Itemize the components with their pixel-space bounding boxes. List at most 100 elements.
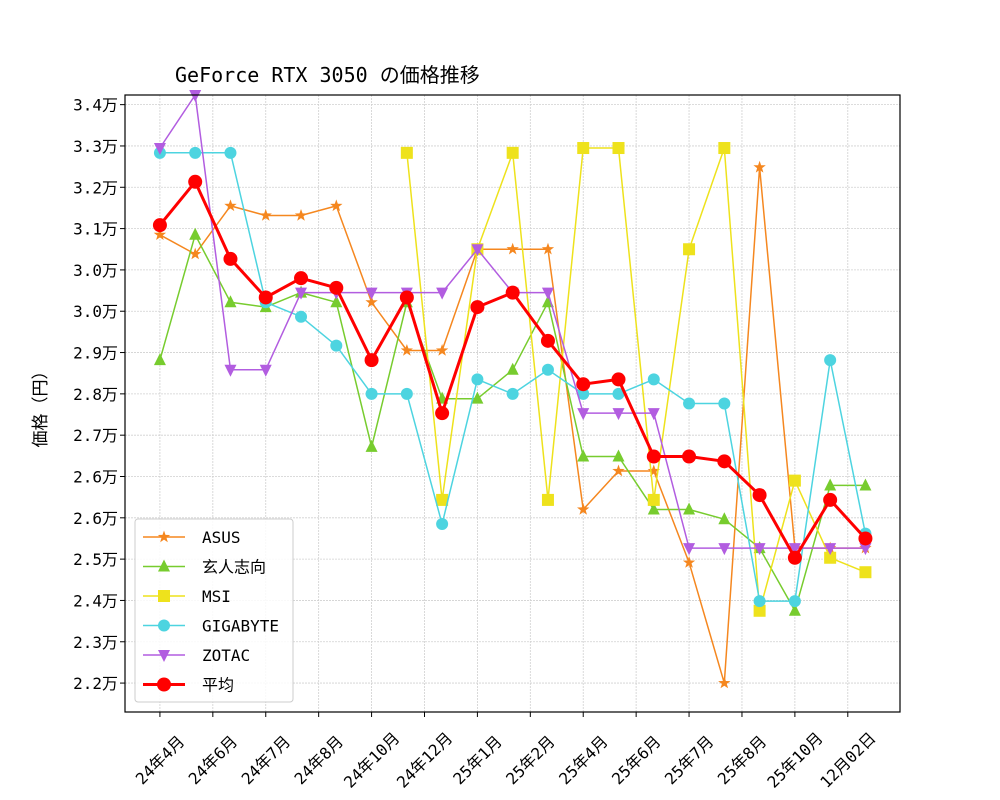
y-tick-label: 2.9万 xyxy=(73,344,118,363)
data-point xyxy=(189,227,202,240)
data-point xyxy=(505,285,520,300)
series-5 xyxy=(152,174,873,565)
data-point xyxy=(436,287,449,300)
data-point xyxy=(399,290,414,305)
data-point xyxy=(683,243,696,256)
data-point xyxy=(540,333,555,348)
data-point xyxy=(400,387,413,400)
data-point xyxy=(718,512,731,525)
legend-label: MSI xyxy=(202,587,231,606)
data-point xyxy=(188,174,203,189)
legend-marker xyxy=(158,650,170,662)
data-point xyxy=(753,595,766,608)
data-point xyxy=(612,142,625,155)
x-tick-label: 25年6月 xyxy=(608,732,665,789)
y-tick-label: 3.0万 xyxy=(73,261,118,280)
data-point xyxy=(788,595,801,608)
series-0 xyxy=(153,160,872,689)
y-tick-label: 2.5万 xyxy=(73,550,118,569)
data-point xyxy=(224,364,237,377)
data-point xyxy=(189,247,202,260)
data-point xyxy=(153,353,166,366)
data-point xyxy=(152,218,167,233)
data-point xyxy=(647,493,660,506)
data-point xyxy=(752,488,767,503)
data-point xyxy=(718,676,731,689)
legend-marker xyxy=(157,530,171,543)
legend-label: GIGABYTE xyxy=(202,617,279,636)
legend-box xyxy=(134,518,294,703)
series-group xyxy=(152,90,873,689)
data-point xyxy=(824,551,837,564)
legend-marker xyxy=(158,619,170,632)
y-tick-label: 3.4万 xyxy=(73,96,118,115)
legend-marker xyxy=(157,677,171,692)
data-point xyxy=(753,543,766,556)
x-tick-label: 12月02日 xyxy=(816,728,879,791)
data-point xyxy=(400,146,413,159)
data-point xyxy=(541,363,554,376)
data-point xyxy=(683,502,696,515)
legend: ASUS 玄人志向 MSI GIGABYTE ZOTAC 平均 xyxy=(134,518,294,703)
x-tick-label: 24年7月 xyxy=(238,732,295,789)
legend-label: 平均 xyxy=(202,676,234,695)
data-point xyxy=(682,449,697,464)
data-point xyxy=(223,251,238,266)
x-tick-label: 24年12月 xyxy=(393,728,456,791)
data-point xyxy=(858,531,873,546)
data-point xyxy=(330,199,343,212)
data-point xyxy=(365,295,378,308)
chart-title: GeForce RTX 3050 の価格推移 xyxy=(175,63,480,87)
data-point xyxy=(435,344,449,356)
y-tick-label: 2.2万 xyxy=(73,674,118,693)
x-tick-label: 25年4月 xyxy=(555,732,612,789)
data-point xyxy=(436,518,449,531)
data-point xyxy=(718,397,731,410)
data-point xyxy=(153,143,166,156)
data-point xyxy=(541,493,554,506)
data-point xyxy=(788,543,801,556)
y-tick-label: 2.4万 xyxy=(73,591,118,610)
data-point xyxy=(859,478,872,491)
data-point xyxy=(330,295,343,308)
data-point xyxy=(330,339,343,352)
y-tick-label: 2.6万 xyxy=(73,467,118,486)
data-point xyxy=(612,464,625,477)
y-tick-label: 3.2万 xyxy=(73,178,118,197)
data-point xyxy=(576,377,591,392)
data-point xyxy=(647,408,660,421)
data-point xyxy=(435,406,450,421)
plot-frame xyxy=(124,94,901,713)
data-point xyxy=(506,387,519,400)
data-point xyxy=(153,228,167,240)
data-point xyxy=(365,287,378,300)
data-point xyxy=(788,603,801,616)
data-point xyxy=(436,493,449,506)
data-point xyxy=(824,478,837,491)
y-axis-label: 価格（円） xyxy=(31,363,51,448)
data-point xyxy=(189,90,202,102)
legend-label: 玄人志向 xyxy=(202,558,266,577)
y-tick-label: 3.0万 xyxy=(73,302,118,321)
data-point xyxy=(612,449,625,462)
data-point xyxy=(189,146,202,159)
data-point xyxy=(506,362,519,375)
data-point xyxy=(859,566,872,579)
y-tick-label: 2.6万 xyxy=(73,509,118,528)
x-tick-label: 25年1月 xyxy=(449,732,506,789)
data-point xyxy=(294,271,309,286)
data-point xyxy=(824,354,837,367)
y-tick-label: 2.8万 xyxy=(73,385,118,404)
data-point xyxy=(541,287,554,300)
data-point xyxy=(823,492,838,507)
data-point xyxy=(506,146,519,159)
data-point xyxy=(577,142,590,155)
data-point xyxy=(259,364,272,377)
series-line xyxy=(406,147,866,612)
data-point xyxy=(364,353,379,368)
data-point xyxy=(259,209,272,221)
legend-marker xyxy=(158,559,170,572)
data-point xyxy=(224,146,237,159)
x-tick-label: 24年6月 xyxy=(185,732,242,789)
